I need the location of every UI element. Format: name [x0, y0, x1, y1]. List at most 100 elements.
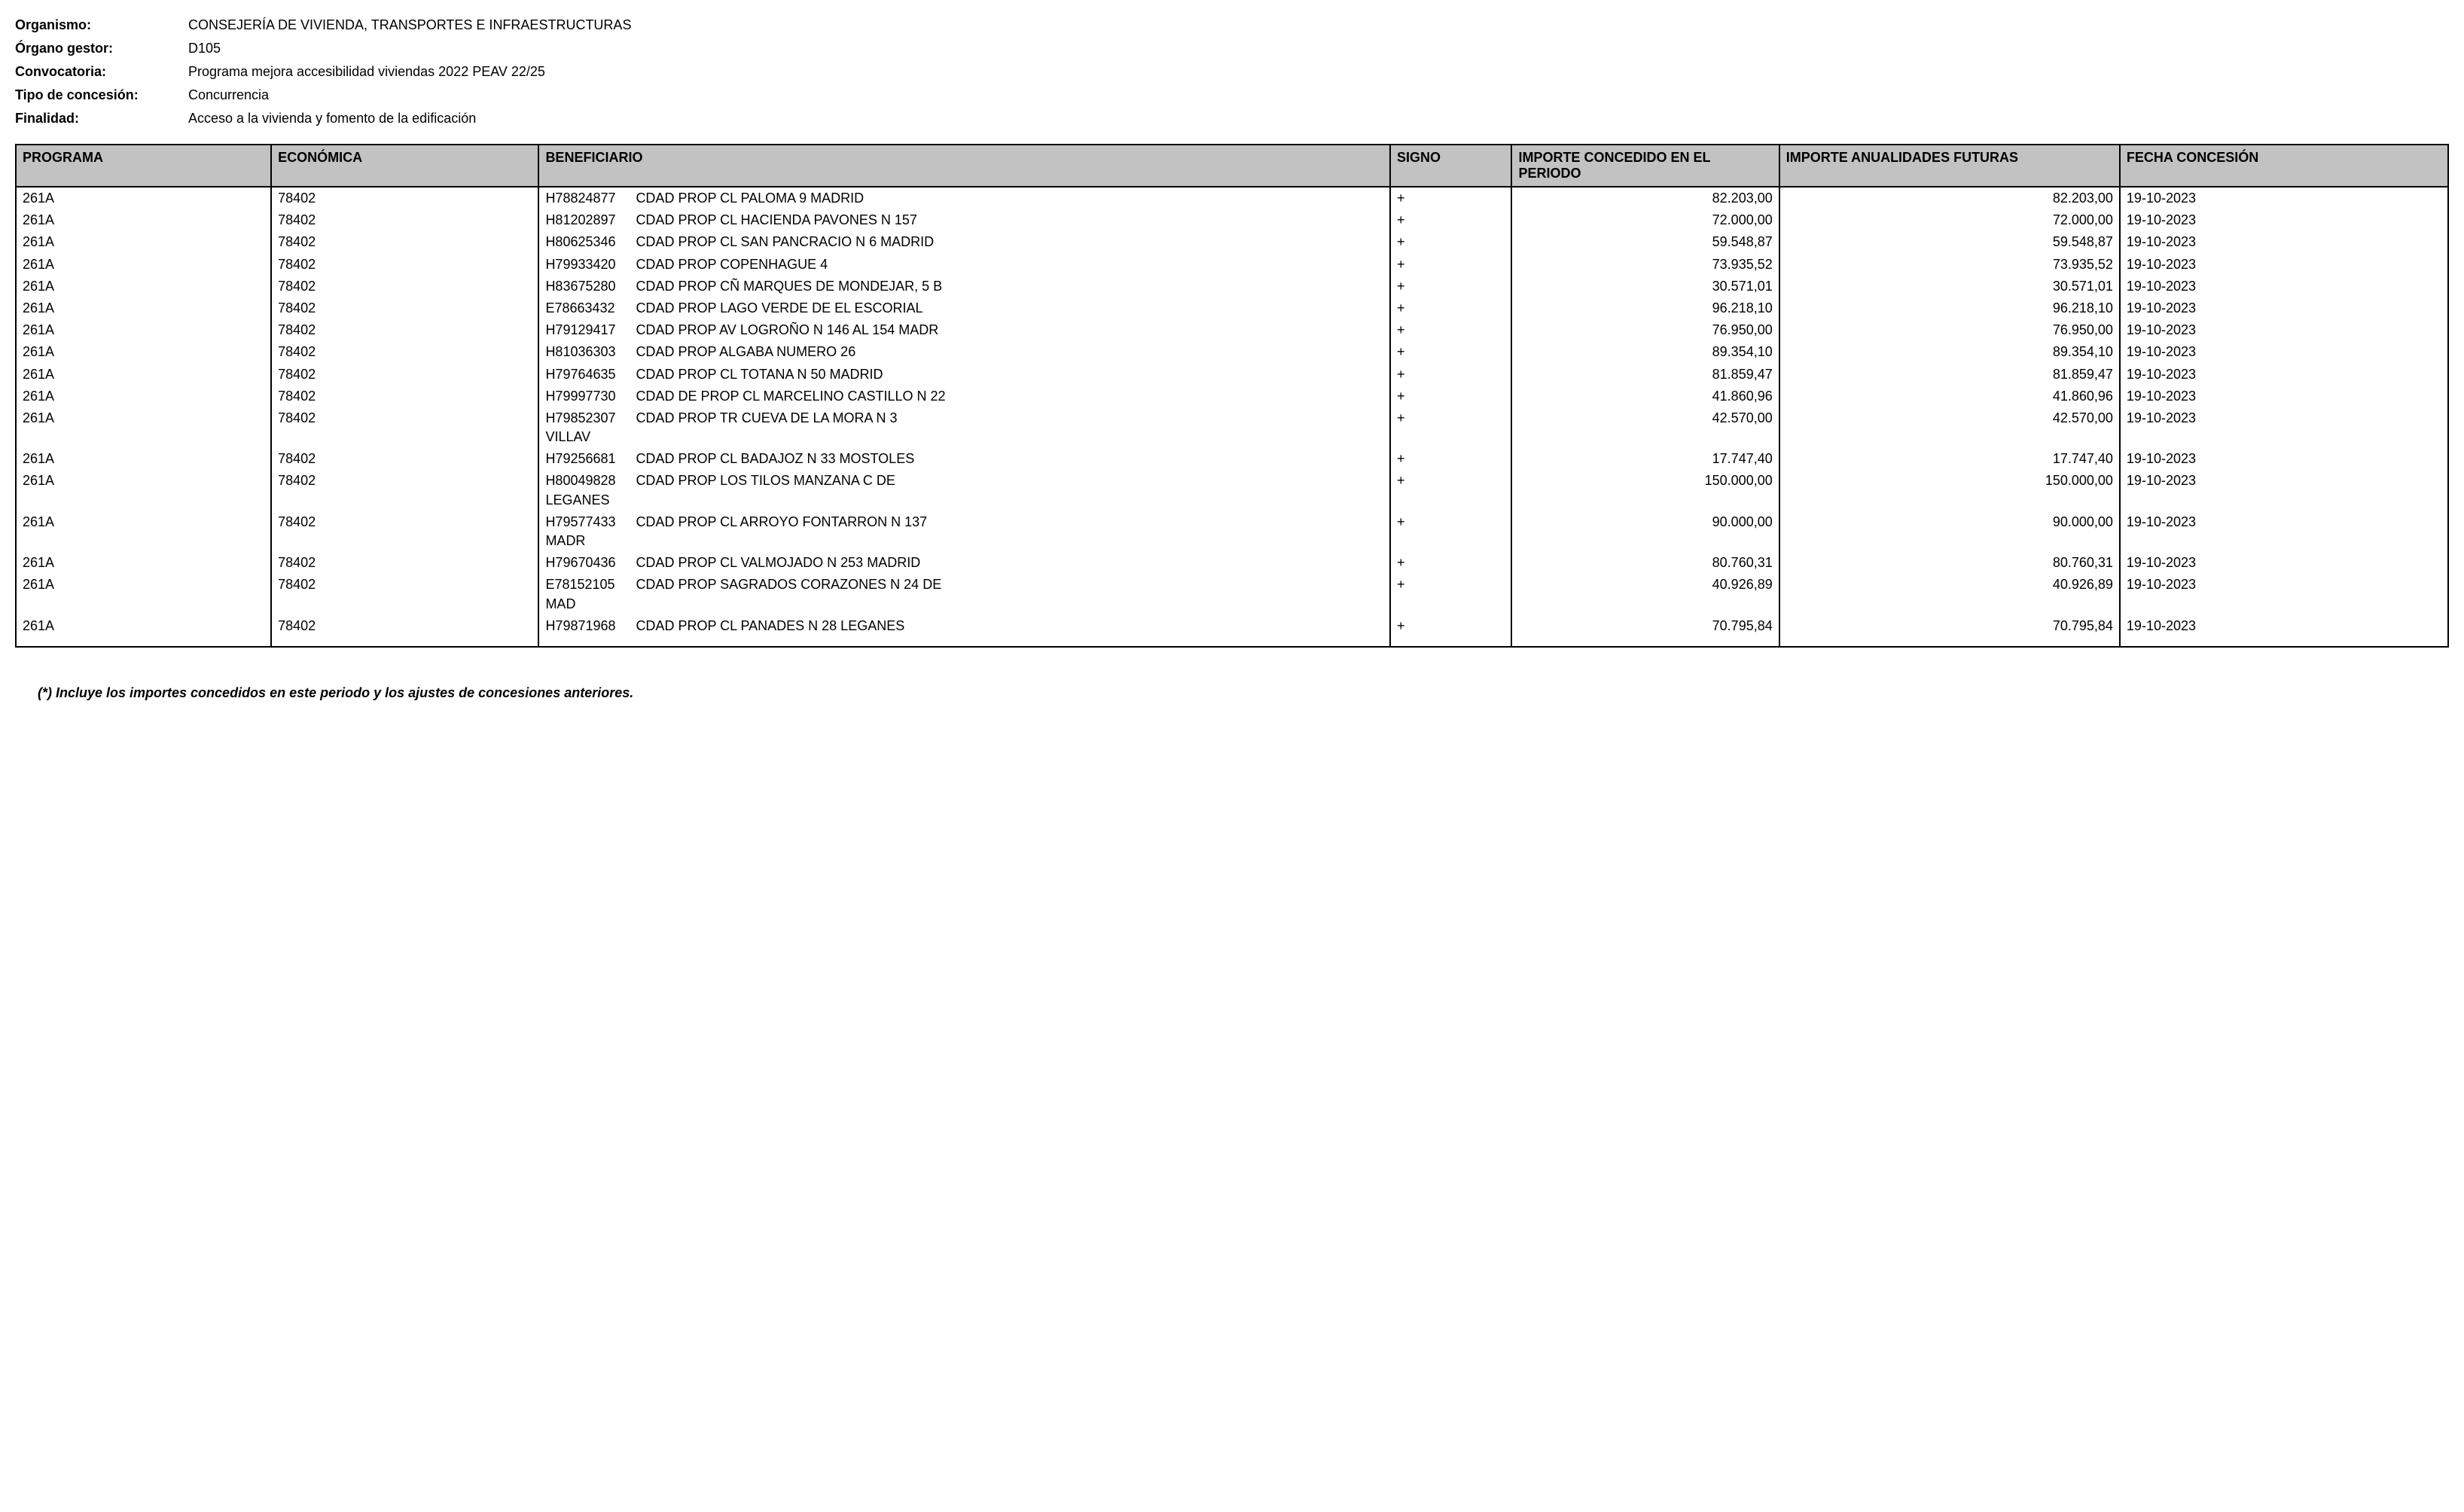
header-field-value: Concurrencia: [188, 85, 2449, 105]
cell-signo: +: [1390, 511, 1512, 552]
beneficiario-id: H79577433 MADR: [545, 513, 636, 550]
cell-imp_futuro: 72.000,00: [1779, 209, 2120, 231]
table-row: 261A78402H81202897CDAD PROP CL HACIENDA …: [16, 209, 2448, 231]
footnote: (*) Incluye los importes concedidos en e…: [38, 685, 2449, 701]
cell-signo: +: [1390, 364, 1512, 386]
beneficiario-name: CDAD PROP CÑ MARQUES DE MONDEJAR, 5 B: [636, 277, 1383, 296]
cell-beneficiario: H80049828 LEGANESCDAD PROP LOS TILOS MAN…: [538, 470, 1390, 511]
cell-economica: 78402: [271, 511, 538, 552]
beneficiario-id: H79670436: [545, 553, 636, 572]
cell-signo: +: [1390, 187, 1512, 209]
cell-economica: 78402: [271, 297, 538, 319]
cell-fecha: 19-10-2023: [2120, 341, 2448, 363]
cell-beneficiario: H79670436CDAD PROP CL VALMOJADO N 253 MA…: [538, 552, 1390, 574]
table-body: 261A78402H78824877CDAD PROP CL PALOMA 9 …: [16, 187, 2448, 647]
cell-imp_futuro: 70.795,84: [1779, 615, 2120, 647]
cell-beneficiario: H83675280CDAD PROP CÑ MARQUES DE MONDEJA…: [538, 276, 1390, 297]
cell-imp_futuro: 17.747,40: [1779, 448, 2120, 470]
beneficiario-name: CDAD PROP SAGRADOS CORAZONES N 24 DE: [636, 575, 1383, 613]
beneficiario-name: CDAD PROP CL HACIENDA PAVONES N 157: [636, 211, 1383, 230]
beneficiario-name: CDAD PROP COPENHAGUE 4: [636, 255, 1383, 274]
cell-signo: +: [1390, 615, 1512, 647]
cell-beneficiario: H79933420CDAD PROP COPENHAGUE 4: [538, 254, 1390, 276]
cell-programa: 261A: [16, 615, 271, 647]
beneficiario-name: CDAD PROP ALGABA NUMERO 26: [636, 343, 1383, 361]
header-field: Organismo:CONSEJERÍA DE VIVIENDA, TRANSP…: [15, 15, 2449, 35]
beneficiario-id: H79129417: [545, 321, 636, 340]
cell-imp_periodo: 30.571,01: [1511, 276, 1779, 297]
table-row: 261A78402H79577433 MADRCDAD PROP CL ARRO…: [16, 511, 2448, 552]
cell-economica: 78402: [271, 209, 538, 231]
cell-programa: 261A: [16, 552, 271, 574]
cell-signo: +: [1390, 341, 1512, 363]
header-field: Órgano gestor:D105: [15, 38, 2449, 59]
cell-programa: 261A: [16, 319, 271, 341]
cell-fecha: 19-10-2023: [2120, 615, 2448, 647]
beneficiario-name: CDAD PROP CL VALMOJADO N 253 MADRID: [636, 553, 1383, 572]
cell-programa: 261A: [16, 574, 271, 614]
table-row: 261A78402H79764635CDAD PROP CL TOTANA N …: [16, 364, 2448, 386]
cell-fecha: 19-10-2023: [2120, 407, 2448, 448]
cell-economica: 78402: [271, 552, 538, 574]
header-field-label: Organismo:: [15, 15, 188, 35]
cell-imp_periodo: 89.354,10: [1511, 341, 1779, 363]
cell-beneficiario: H81036303CDAD PROP ALGABA NUMERO 26: [538, 341, 1390, 363]
cell-fecha: 19-10-2023: [2120, 448, 2448, 470]
header-field-label: Finalidad:: [15, 108, 188, 129]
beneficiario-name: CDAD PROP CL TOTANA N 50 MADRID: [636, 365, 1383, 384]
cell-fecha: 19-10-2023: [2120, 254, 2448, 276]
beneficiario-name: CDAD DE PROP CL MARCELINO CASTILLO N 22: [636, 387, 1383, 406]
cell-beneficiario: H79871968CDAD PROP CL PANADES N 28 LEGAN…: [538, 615, 1390, 647]
cell-programa: 261A: [16, 231, 271, 253]
cell-signo: +: [1390, 297, 1512, 319]
beneficiario-id: H79852307 VILLAV: [545, 409, 636, 447]
column-header: FECHA CONCESIÓN: [2120, 145, 2448, 187]
beneficiario-id: H79256681: [545, 450, 636, 468]
beneficiario-id: H80049828 LEGANES: [545, 471, 636, 509]
document-header: Organismo:CONSEJERÍA DE VIVIENDA, TRANSP…: [15, 15, 2449, 129]
table-row: 261A78402H83675280CDAD PROP CÑ MARQUES D…: [16, 276, 2448, 297]
cell-signo: +: [1390, 552, 1512, 574]
cell-imp_periodo: 96.218,10: [1511, 297, 1779, 319]
cell-beneficiario: H79852307 VILLAVCDAD PROP TR CUEVA DE LA…: [538, 407, 1390, 448]
table-row: 261A78402H81036303CDAD PROP ALGABA NUMER…: [16, 341, 2448, 363]
table-row: 261A78402H79933420CDAD PROP COPENHAGUE 4…: [16, 254, 2448, 276]
column-header: IMPORTE CONCEDIDO EN EL PERIODO: [1511, 145, 1779, 187]
beneficiario-id: H78824877: [545, 189, 636, 208]
table-row: 261A78402H79256681CDAD PROP CL BADAJOZ N…: [16, 448, 2448, 470]
cell-signo: +: [1390, 231, 1512, 253]
column-header: SIGNO: [1390, 145, 1512, 187]
cell-economica: 78402: [271, 470, 538, 511]
beneficiario-name: CDAD PROP TR CUEVA DE LA MORA N 3: [636, 409, 1383, 447]
beneficiario-id: H79933420: [545, 255, 636, 274]
cell-imp_futuro: 73.935,52: [1779, 254, 2120, 276]
header-field: Finalidad:Acceso a la vivienda y fomento…: [15, 108, 2449, 129]
table-row: 261A78402H79852307 VILLAVCDAD PROP TR CU…: [16, 407, 2448, 448]
cell-beneficiario: H79577433 MADRCDAD PROP CL ARROYO FONTAR…: [538, 511, 1390, 552]
table-row: 261A78402E78152105 MADCDAD PROP SAGRADOS…: [16, 574, 2448, 614]
cell-economica: 78402: [271, 187, 538, 209]
cell-signo: +: [1390, 319, 1512, 341]
cell-programa: 261A: [16, 364, 271, 386]
header-field: Tipo de concesión:Concurrencia: [15, 85, 2449, 105]
cell-signo: +: [1390, 209, 1512, 231]
beneficiario-id: H80625346: [545, 233, 636, 251]
cell-economica: 78402: [271, 319, 538, 341]
table-row: 261A78402H79997730CDAD DE PROP CL MARCEL…: [16, 386, 2448, 407]
cell-fecha: 19-10-2023: [2120, 187, 2448, 209]
cell-economica: 78402: [271, 407, 538, 448]
table-row: 261A78402E78663432CDAD PROP LAGO VERDE D…: [16, 297, 2448, 319]
cell-economica: 78402: [271, 231, 538, 253]
cell-signo: +: [1390, 407, 1512, 448]
cell-fecha: 19-10-2023: [2120, 552, 2448, 574]
cell-fecha: 19-10-2023: [2120, 319, 2448, 341]
beneficiario-name: CDAD PROP AV LOGROÑO N 146 AL 154 MADR: [636, 321, 1383, 340]
cell-economica: 78402: [271, 386, 538, 407]
cell-economica: 78402: [271, 254, 538, 276]
cell-programa: 261A: [16, 297, 271, 319]
cell-beneficiario: H79764635CDAD PROP CL TOTANA N 50 MADRID: [538, 364, 1390, 386]
beneficiario-id: H79764635: [545, 365, 636, 384]
cell-imp_periodo: 41.860,96: [1511, 386, 1779, 407]
beneficiario-id: H79997730: [545, 387, 636, 406]
cell-economica: 78402: [271, 364, 538, 386]
